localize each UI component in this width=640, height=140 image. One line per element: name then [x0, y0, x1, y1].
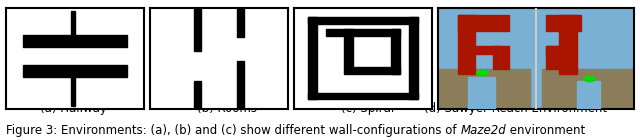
Bar — [476, 46, 501, 54]
Bar — [23, 35, 127, 47]
Bar — [546, 46, 561, 69]
Text: (c) Spiral: (c) Spiral — [341, 102, 395, 115]
Bar — [546, 46, 573, 54]
Bar — [308, 17, 317, 99]
Bar — [458, 15, 476, 74]
Bar — [237, 61, 244, 109]
Text: (d) Sawyer Reach Environment: (d) Sawyer Reach Environment — [424, 102, 607, 115]
Bar — [195, 81, 202, 109]
Bar — [308, 17, 419, 24]
Circle shape — [477, 70, 488, 76]
Bar — [344, 29, 353, 67]
Bar — [237, 8, 244, 37]
Bar — [577, 81, 600, 109]
Bar — [438, 69, 530, 109]
Text: Figure 3: Environments: (a), (b) and (c) show different wall-configurations of: Figure 3: Environments: (a), (b) and (c)… — [6, 124, 461, 137]
Bar — [559, 15, 577, 74]
Bar — [546, 15, 581, 31]
Bar — [308, 93, 419, 99]
Text: (b) Rooms: (b) Rooms — [197, 102, 257, 115]
Bar — [392, 29, 401, 74]
Text: environment: environment — [506, 124, 586, 137]
Bar — [71, 77, 76, 106]
Bar — [71, 11, 76, 35]
Bar — [458, 15, 509, 31]
Bar — [542, 69, 634, 109]
Bar — [468, 77, 495, 109]
Text: Maze2d: Maze2d — [461, 124, 506, 137]
Circle shape — [584, 76, 595, 82]
Bar — [326, 29, 401, 36]
Bar — [195, 8, 202, 51]
Bar — [493, 46, 509, 69]
Bar — [410, 17, 419, 99]
Text: (a) Hallway: (a) Hallway — [40, 102, 107, 115]
Bar — [344, 67, 401, 74]
Bar — [23, 65, 127, 77]
